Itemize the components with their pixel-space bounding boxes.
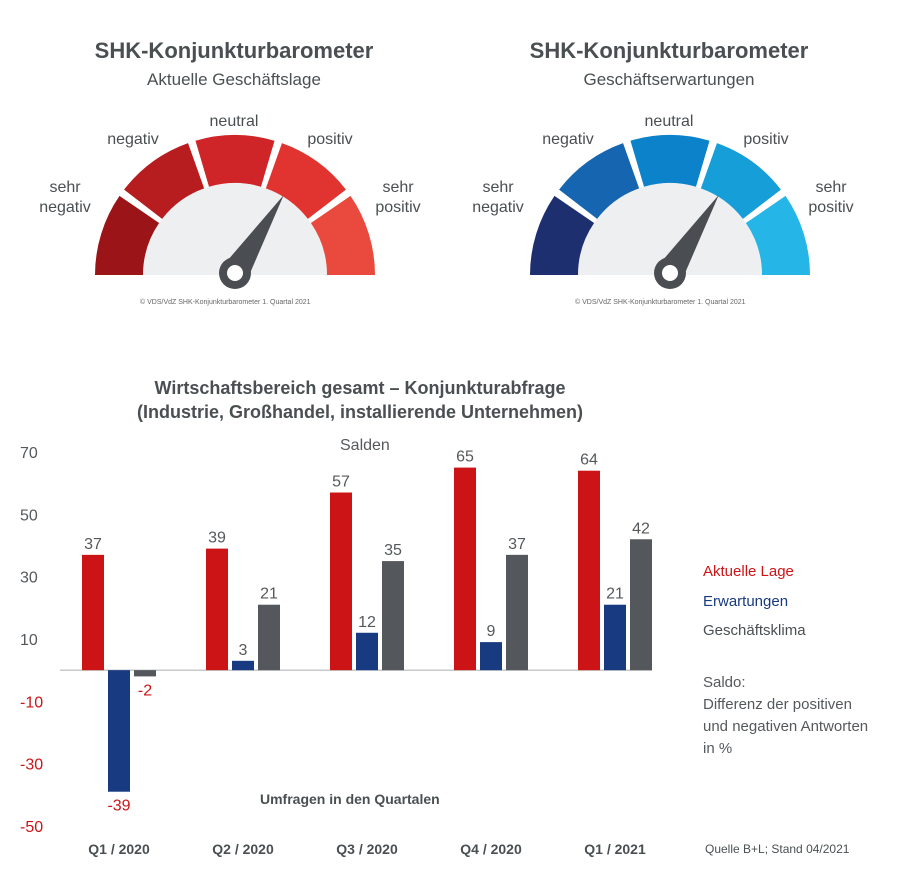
- bar-erwartungen-1: [232, 660, 254, 671]
- x-axis-title: Umfragen in den Quartalen: [260, 791, 440, 807]
- gauge-left-label-4a: sehr: [382, 179, 414, 196]
- bar-aktuelle-lage-1: [206, 548, 228, 671]
- gauge-right-label-2: neutral: [644, 113, 694, 130]
- saldo-note-line-1: Saldo:: [703, 674, 746, 691]
- gauge-right-label-0b: negativ: [472, 199, 524, 216]
- data-label: 21: [606, 586, 624, 603]
- chart-subtitle: Salden: [340, 437, 390, 454]
- data-label: 57: [332, 474, 350, 491]
- gauge-left-label-4: sehr positiv: [363, 178, 433, 218]
- bar-aktuelle-lage-0: [82, 554, 104, 671]
- y-tick-label: -30: [20, 757, 43, 774]
- right-gauge-segment-3: [700, 143, 781, 219]
- data-label: 12: [358, 614, 376, 631]
- data-label: 35: [384, 542, 402, 559]
- left-gauge-hub-center: [227, 265, 243, 281]
- gauge-left-label-0: sehr negativ: [30, 178, 100, 218]
- gauge-right-label-4a: sehr: [815, 179, 847, 196]
- gauge-right-label-4b: positiv: [808, 199, 854, 216]
- x-category-label: Q2 / 2020: [212, 841, 274, 857]
- gauge-left-label-4b: positiv: [375, 199, 421, 216]
- gauge-right-label-0: sehr negativ: [463, 178, 533, 218]
- bar-erwartungen-2: [356, 632, 378, 671]
- right-gauge-segment-0: [530, 195, 595, 275]
- y-tick-label: 30: [20, 570, 38, 587]
- data-label: 21: [260, 586, 278, 603]
- gauge-right-subtitle: Geschäftserwartungen: [583, 70, 755, 89]
- gauge-left-label-2: neutral: [209, 113, 259, 130]
- data-label: 65: [456, 449, 474, 466]
- y-tick-label: -10: [20, 694, 43, 711]
- right-gauge-segment-4: [745, 195, 810, 275]
- left-gauge-inner: [143, 183, 327, 275]
- data-label: 39: [208, 530, 226, 547]
- saldo-note-line-3: und negativen Antworten: [703, 718, 869, 735]
- bar-gesch-ftsklima-4: [630, 539, 652, 671]
- data-label: -39: [107, 798, 130, 815]
- gauge-left-title: SHK-Konjunkturbarometer: [94, 38, 374, 63]
- data-label: 37: [508, 536, 526, 553]
- legend-item-geschaeftsklima: Geschäftsklima: [703, 622, 806, 639]
- data-label: 9: [487, 623, 496, 640]
- chart-title: Wirtschaftsbereich gesamt – Konjunkturab…: [60, 376, 660, 424]
- legend-item-aktuelle-lage: Aktuelle Lage: [703, 563, 794, 580]
- chart-title-line-2: (Industrie, Großhandel, installierende U…: [136, 402, 584, 422]
- gauge-right-label-3: positiv: [743, 131, 789, 148]
- x-category-label: Q3 / 2020: [336, 841, 398, 857]
- x-category-label: Q1 / 2021: [584, 841, 646, 857]
- right-gauge-segment-2: [630, 135, 710, 187]
- saldo-note: Saldo: Differenz der positiven und negat…: [703, 672, 868, 760]
- saldo-note-line-2: Differenz der positiven: [703, 696, 852, 713]
- y-tick-label: -50: [20, 819, 43, 836]
- data-label: 42: [632, 520, 650, 537]
- bar-chart: 70 50 30 10 -10 -30 -50 37 -39 -2 Q1 / 2020 39 3 21 Q2…: [20, 445, 652, 857]
- data-label: 64: [580, 452, 598, 469]
- bar-gesch-ftsklima-3: [506, 554, 528, 671]
- bar-gesch-ftsklima-0: [134, 670, 156, 677]
- gauge-left-copyright: © VDS/VdZ SHK-Konjunkturbarometer 1. Qua…: [140, 299, 311, 306]
- source-note: Quelle B+L; Stand 04/2021: [705, 842, 850, 856]
- data-label: 37: [84, 536, 102, 553]
- left-gauge-segment-4: [310, 195, 375, 275]
- right-gauge-segment-1: [559, 143, 640, 219]
- gauge-left-dial: [95, 135, 375, 289]
- bar-erwartungen-3: [480, 642, 502, 671]
- bar-gesch-ftsklima-2: [382, 561, 404, 671]
- x-category-label: Q1 / 2020: [88, 841, 150, 857]
- bar-aktuelle-lage-4: [578, 470, 600, 671]
- gauge-right-copyright: © VDS/VdZ SHK-Konjunkturbarometer 1. Qua…: [575, 299, 746, 306]
- bar-gesch-ftsklima-1: [258, 604, 280, 671]
- bar-aktuelle-lage-2: [330, 492, 352, 671]
- left-gauge-segment-1: [124, 143, 205, 219]
- y-tick-label: 70: [20, 445, 38, 462]
- left-gauge-segment-0: [95, 195, 160, 275]
- gauge-left-label-1: negativ: [107, 131, 159, 148]
- x-category-label: Q4 / 2020: [460, 841, 522, 857]
- chart-title-line-1: Wirtschaftsbereich gesamt – Konjunkturab…: [154, 378, 566, 398]
- gauge-right-dial: [530, 135, 810, 289]
- gauge-right-label-0a: sehr: [482, 179, 514, 196]
- legend-item-erwartungen: Erwartungen: [703, 593, 789, 610]
- gauge-left-label-0b: negativ: [39, 199, 91, 216]
- gauge-left-label-3: positiv: [307, 131, 353, 148]
- gauge-right-title: SHK-Konjunkturbarometer: [529, 38, 809, 63]
- data-label: -2: [138, 682, 152, 699]
- y-tick-label: 50: [20, 507, 38, 524]
- y-tick-label: 10: [20, 632, 38, 649]
- right-gauge-inner: [578, 183, 762, 275]
- right-gauge-hub-center: [662, 265, 678, 281]
- gauge-right-label-4: sehr positiv: [796, 178, 866, 218]
- bar-erwartungen-4: [604, 604, 626, 671]
- gauge-right-label-1: negativ: [542, 131, 594, 148]
- bar-erwartungen-0: [108, 670, 130, 792]
- bar-aktuelle-lage-3: [454, 467, 476, 671]
- data-label: 3: [239, 642, 248, 659]
- left-gauge-segment-2: [195, 135, 275, 187]
- gauge-left-subtitle: Aktuelle Geschäftslage: [147, 70, 321, 89]
- saldo-note-line-4: in %: [703, 740, 733, 757]
- gauge-left-label-0a: sehr: [49, 179, 81, 196]
- left-gauge-segment-3: [265, 143, 346, 219]
